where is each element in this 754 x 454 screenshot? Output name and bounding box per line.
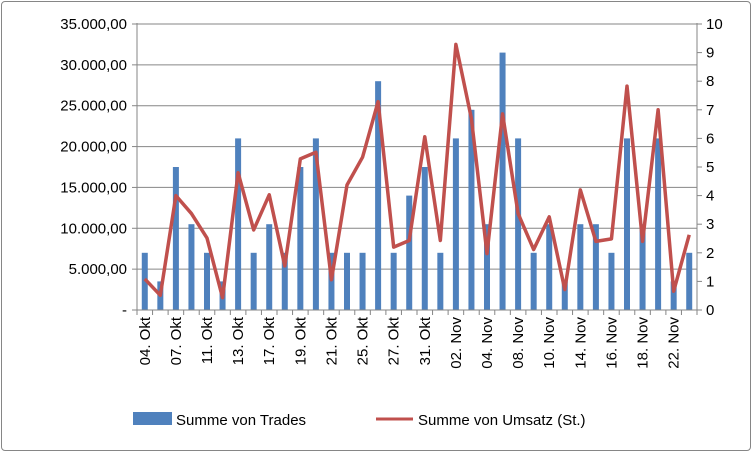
- right-tick-label: 5: [706, 159, 714, 176]
- left-tick-label: 20.000,00: [60, 139, 127, 156]
- trades-bar: [670, 281, 677, 310]
- trades-bar: [530, 252, 537, 310]
- right-tick-label: 2: [706, 245, 714, 262]
- trades-bar: [499, 52, 506, 310]
- trades-bar: [624, 138, 630, 310]
- trades-bar: [577, 224, 584, 310]
- legend-label-trades: Summe von Trades: [176, 412, 306, 429]
- category-label: 10. Nov: [541, 317, 558, 369]
- trades-bar: [281, 252, 288, 310]
- trades-bar: [592, 224, 599, 310]
- category-label: 07. Okt: [168, 316, 185, 365]
- trades-bar: [390, 252, 397, 310]
- legend-label-umsatz: Summe von Umsatz (St.): [418, 412, 586, 429]
- right-tick-label: 4: [706, 188, 714, 205]
- category-label: 04. Nov: [479, 317, 496, 369]
- right-tick-label: 6: [706, 130, 714, 147]
- category-label: 21. Okt: [323, 316, 340, 365]
- trades-bar: [297, 167, 304, 310]
- right-tick-label: 0: [706, 302, 714, 319]
- right-tick-label: 3: [706, 216, 714, 233]
- trades-bar: [608, 252, 615, 310]
- category-label: 14. Nov: [572, 317, 589, 369]
- left-tick-label: -: [122, 302, 127, 319]
- trades-bar: [235, 138, 242, 310]
- trades-bar: [515, 138, 522, 310]
- right-tick-label: 10: [706, 16, 723, 33]
- category-label: 11. Okt: [199, 316, 216, 364]
- left-tick-label: 35.000,00: [60, 16, 127, 33]
- left-tick-label: 15.000,00: [60, 179, 127, 196]
- trades-bar: [484, 224, 490, 310]
- trades-bar: [437, 252, 444, 310]
- category-label: 17. Okt: [261, 316, 278, 365]
- category-label: 16. Nov: [603, 317, 620, 369]
- left-tick-label: 5.000,00: [69, 261, 127, 278]
- trades-bar: [312, 138, 319, 310]
- trades-bar: [188, 224, 195, 310]
- trades-bar: [655, 138, 662, 310]
- left-tick-label: 10.000,00: [60, 220, 127, 237]
- category-label: 08. Nov: [510, 317, 527, 369]
- left-tick-label: 30.000,00: [60, 57, 127, 74]
- category-label: 31. Okt: [417, 316, 434, 365]
- category-label: 19. Okt: [292, 316, 309, 365]
- trades-bar: [172, 167, 179, 310]
- trades-bar: [546, 224, 553, 310]
- trades-bar: [686, 252, 693, 310]
- tick-labels: - 5.000,00 10.000,00 15.000,00 20.000,00 25.0…: [60, 16, 722, 369]
- trades-bar: [266, 224, 273, 310]
- legend: Summe von Trades Summe von Umsatz (St.): [133, 412, 586, 429]
- trades-bar: [344, 252, 350, 310]
- right-tick-label: 1: [706, 273, 714, 290]
- trades-bar: [452, 138, 459, 310]
- category-label: 22. Nov: [666, 317, 683, 369]
- category-label: 27. Okt: [386, 316, 403, 365]
- axes: [132, 23, 702, 315]
- trades-bar: [250, 252, 257, 310]
- category-label: 04. Okt: [137, 316, 154, 365]
- right-tick-label: 9: [706, 45, 714, 62]
- right-tick-label: 8: [706, 73, 714, 90]
- line-series: [143, 42, 691, 300]
- left-tick-label: 25.000,00: [60, 98, 127, 115]
- trades-bar: [406, 195, 413, 310]
- legend-swatch-trades: [133, 412, 172, 425]
- category-label: 25. Okt: [355, 316, 372, 365]
- trades-bar: [204, 252, 210, 310]
- category-label: 02. Nov: [448, 317, 465, 369]
- trades-bar: [639, 224, 646, 310]
- category-label: 18. Nov: [635, 317, 652, 369]
- right-tick-label: 7: [706, 102, 714, 119]
- umsatz-line: [143, 42, 691, 300]
- trades-bar: [375, 81, 382, 310]
- trades-bar: [421, 167, 428, 310]
- trades-bar: [359, 252, 366, 310]
- category-label: 13. Okt: [230, 316, 247, 365]
- trades-bar: [468, 109, 475, 310]
- trades-bar: [561, 281, 568, 310]
